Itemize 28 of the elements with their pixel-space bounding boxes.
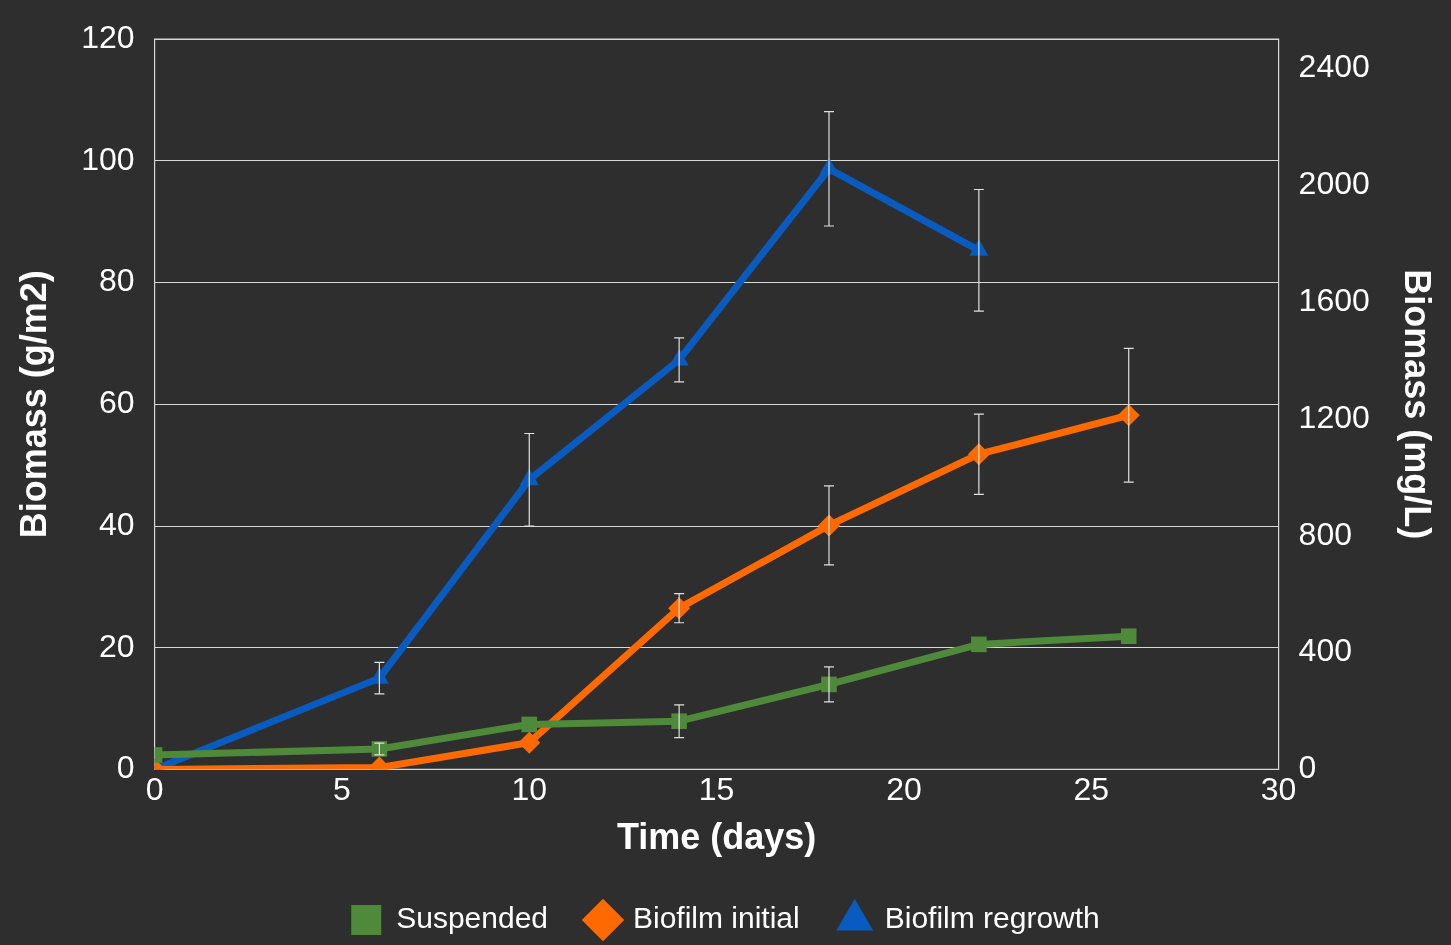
y-axis-title: Biomass (g/m2) <box>12 270 54 539</box>
y-tick-label: 20 <box>99 627 135 664</box>
y-tick-label: 80 <box>99 262 135 299</box>
y-tick-label: 60 <box>99 384 135 421</box>
x-tick-label: 5 <box>333 771 351 808</box>
y-tick-label: 100 <box>81 140 135 177</box>
x-axis-title: Time (days) <box>616 816 817 858</box>
legend-label: Biofilm regrowth <box>884 901 1100 935</box>
x-tick-label: 15 <box>698 771 735 808</box>
y2-axis-title: Biomass (mg/L) <box>1397 269 1439 540</box>
y2-tick-label: 2000 <box>1298 165 1370 202</box>
y2-tick-label: 400 <box>1298 632 1352 669</box>
x-tick-label: 10 <box>511 771 548 808</box>
x-tick-label: 20 <box>886 771 922 808</box>
y2-tick-label: 2400 <box>1298 48 1370 85</box>
point <box>521 716 538 733</box>
x-tick-label: 0 <box>145 771 164 808</box>
legend-label: Biofilm initial <box>633 901 800 935</box>
y-tick-label: 120 <box>81 19 135 56</box>
y2-tick-label: 1600 <box>1298 281 1370 318</box>
point <box>1120 628 1137 644</box>
legend-label: Suspended <box>396 901 549 935</box>
y2-tick-label: 800 <box>1298 515 1352 552</box>
x-tick-label: 25 <box>1073 771 1110 808</box>
point <box>971 636 987 653</box>
y2-tick-label: 1200 <box>1298 398 1370 435</box>
x-tick-label: 30 <box>1260 771 1297 808</box>
y-tick-label: 40 <box>99 505 135 542</box>
